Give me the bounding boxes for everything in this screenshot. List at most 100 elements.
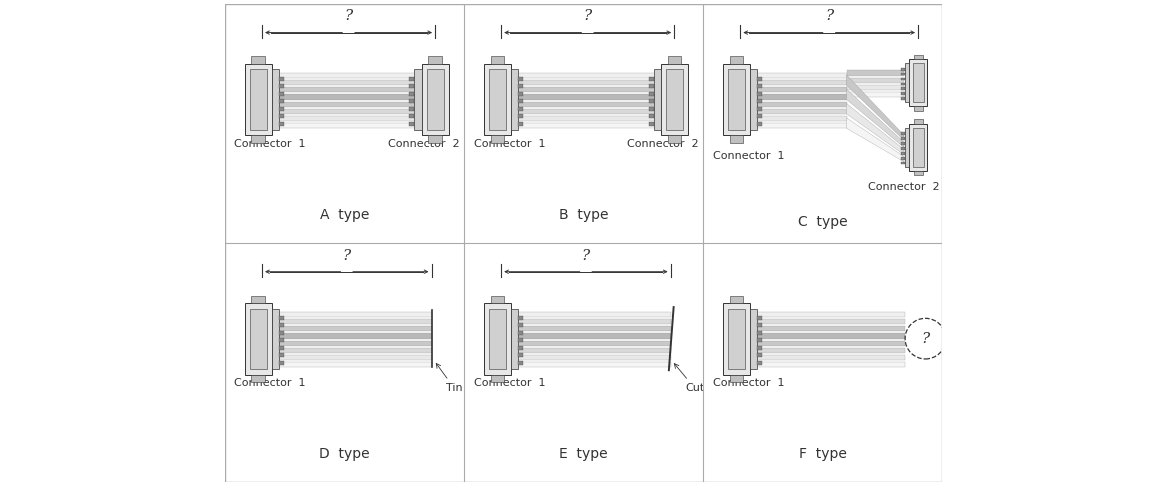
Bar bbox=[518, 92, 523, 96]
Bar bbox=[484, 64, 511, 136]
Bar bbox=[665, 69, 683, 130]
Bar bbox=[518, 114, 523, 119]
Polygon shape bbox=[846, 89, 904, 147]
Text: Connector  1: Connector 1 bbox=[235, 379, 306, 388]
Text: ?: ? bbox=[582, 249, 591, 262]
Bar bbox=[518, 77, 523, 81]
Bar bbox=[410, 107, 414, 111]
Bar bbox=[757, 84, 762, 88]
Bar bbox=[490, 375, 504, 382]
Bar bbox=[279, 122, 284, 126]
Bar bbox=[279, 338, 284, 343]
Bar bbox=[846, 78, 904, 83]
Bar bbox=[518, 99, 523, 104]
Bar bbox=[757, 114, 762, 119]
Bar bbox=[277, 341, 432, 346]
Bar bbox=[518, 361, 523, 365]
Bar bbox=[428, 56, 442, 64]
Bar bbox=[279, 99, 284, 104]
Bar bbox=[754, 116, 846, 121]
Bar bbox=[277, 123, 421, 128]
Bar bbox=[279, 323, 284, 328]
Polygon shape bbox=[846, 118, 904, 162]
Bar bbox=[649, 84, 654, 88]
Bar bbox=[901, 138, 904, 140]
Text: Connector  1: Connector 1 bbox=[474, 139, 545, 149]
Bar bbox=[757, 338, 762, 343]
Bar bbox=[722, 303, 750, 375]
Bar bbox=[722, 64, 750, 136]
Bar bbox=[914, 120, 923, 124]
Bar bbox=[516, 109, 661, 114]
Bar bbox=[757, 353, 762, 358]
Bar bbox=[909, 124, 927, 171]
Bar bbox=[489, 309, 506, 369]
Bar bbox=[518, 338, 523, 343]
Text: Connector  2: Connector 2 bbox=[627, 139, 698, 149]
Bar bbox=[414, 69, 421, 130]
Bar bbox=[518, 84, 523, 88]
Bar bbox=[757, 99, 762, 104]
Bar bbox=[518, 353, 523, 358]
Bar bbox=[516, 326, 671, 331]
Bar bbox=[516, 87, 661, 92]
Bar bbox=[518, 107, 523, 111]
Bar bbox=[901, 152, 904, 155]
Text: ?: ? bbox=[344, 10, 352, 23]
Bar bbox=[252, 136, 265, 142]
Bar bbox=[516, 80, 661, 85]
Bar bbox=[757, 323, 762, 328]
Bar bbox=[904, 63, 909, 103]
Text: ?: ? bbox=[343, 249, 351, 262]
Bar bbox=[846, 92, 904, 97]
Bar bbox=[516, 319, 671, 324]
Text: F  type: F type bbox=[798, 447, 846, 461]
Bar bbox=[901, 73, 904, 75]
Bar bbox=[277, 355, 432, 360]
Text: Connector  1: Connector 1 bbox=[474, 379, 545, 388]
Bar bbox=[901, 92, 904, 95]
Bar bbox=[245, 303, 272, 375]
Bar bbox=[518, 346, 523, 350]
Bar bbox=[516, 94, 661, 100]
Bar bbox=[754, 326, 906, 331]
Bar bbox=[279, 316, 284, 320]
Bar bbox=[913, 63, 924, 103]
Bar bbox=[277, 326, 432, 331]
Bar bbox=[279, 107, 284, 111]
Bar bbox=[516, 341, 671, 346]
Bar bbox=[279, 114, 284, 119]
Bar bbox=[901, 83, 904, 85]
Bar bbox=[909, 59, 927, 106]
Bar bbox=[252, 56, 265, 64]
Bar bbox=[754, 355, 906, 360]
Text: Connector  1: Connector 1 bbox=[235, 139, 306, 149]
Bar bbox=[757, 92, 762, 96]
Bar bbox=[901, 68, 904, 70]
Text: Tin: Tin bbox=[436, 364, 462, 393]
Bar bbox=[516, 333, 671, 339]
Bar bbox=[250, 69, 267, 130]
Bar bbox=[490, 295, 504, 303]
Bar bbox=[754, 109, 846, 114]
Bar bbox=[649, 107, 654, 111]
Bar bbox=[272, 309, 279, 369]
Bar bbox=[914, 106, 923, 111]
Text: Connector  2: Connector 2 bbox=[387, 139, 459, 149]
Bar bbox=[757, 122, 762, 126]
Bar bbox=[757, 316, 762, 320]
Bar bbox=[410, 122, 414, 126]
Bar bbox=[901, 142, 904, 145]
Bar bbox=[846, 85, 904, 90]
Polygon shape bbox=[846, 104, 904, 155]
Bar bbox=[277, 94, 421, 100]
Bar bbox=[279, 361, 284, 365]
Bar bbox=[914, 55, 923, 59]
Bar bbox=[428, 136, 442, 142]
Bar bbox=[511, 69, 518, 130]
Bar bbox=[757, 346, 762, 350]
Bar bbox=[277, 102, 421, 107]
Bar bbox=[516, 312, 671, 317]
Bar bbox=[757, 107, 762, 111]
Bar bbox=[410, 77, 414, 81]
